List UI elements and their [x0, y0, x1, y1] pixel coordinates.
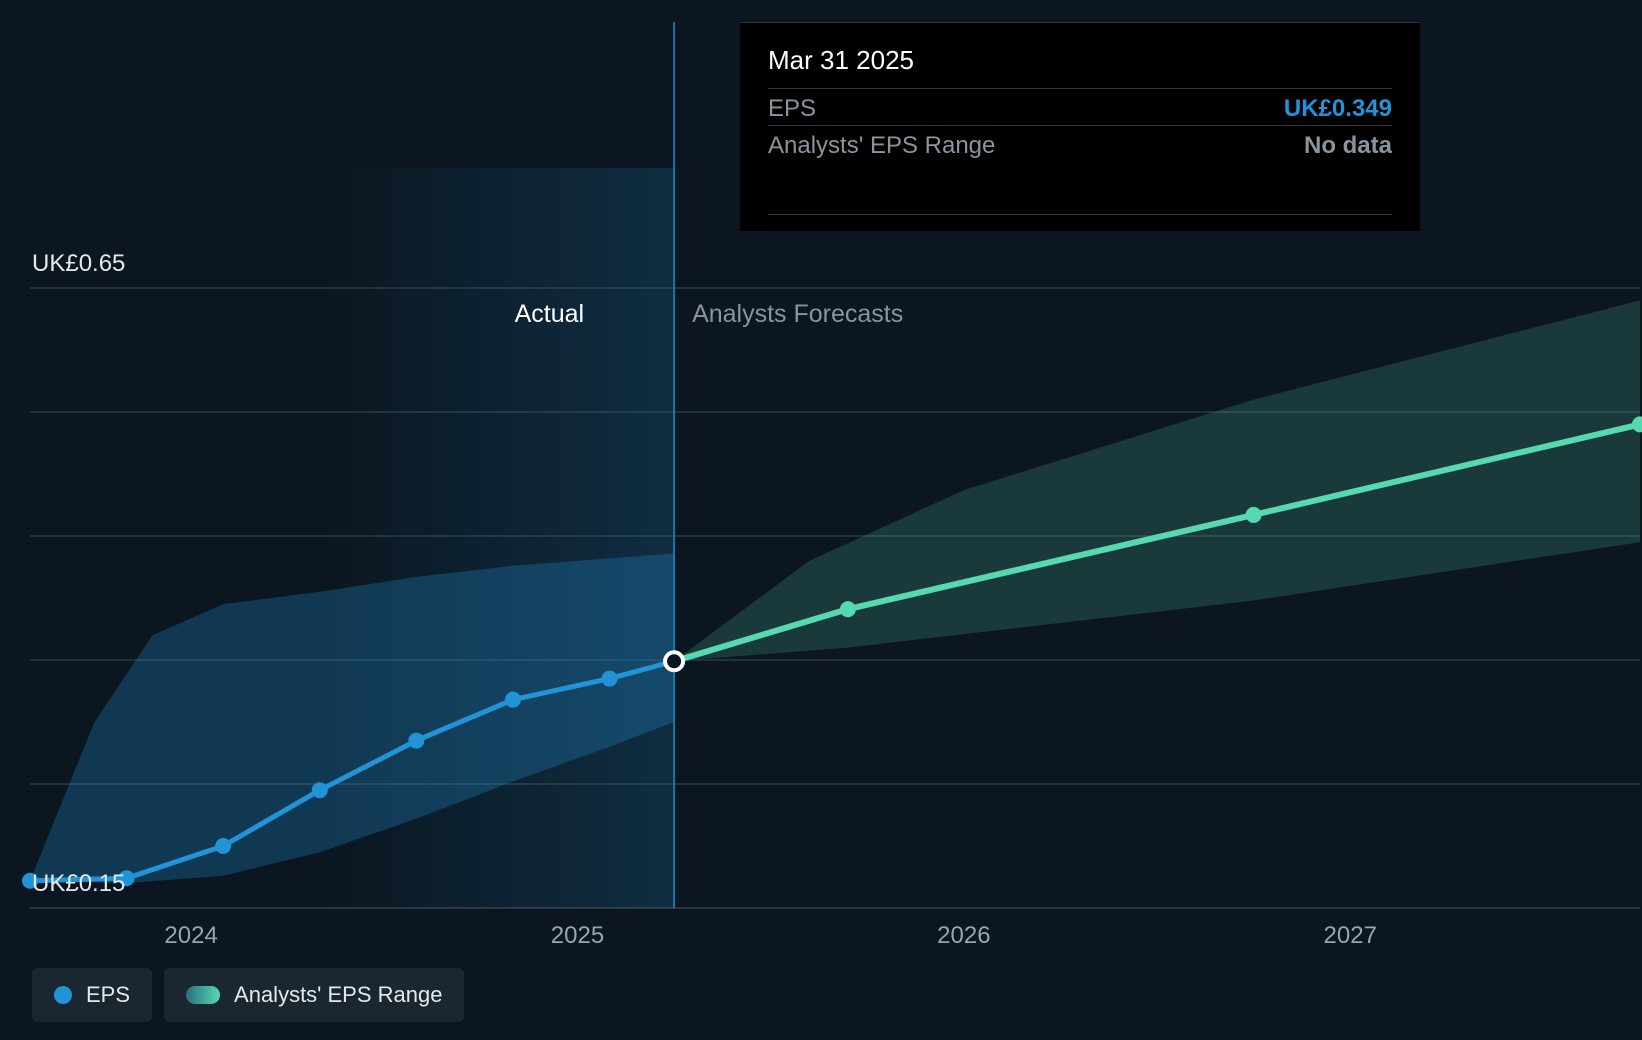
- tooltip-value: No data: [1304, 132, 1392, 160]
- legend-label: EPS: [86, 982, 130, 1008]
- current-point-marker[interactable]: [665, 652, 683, 670]
- y-axis-label: UK£0.65: [32, 250, 125, 278]
- x-axis-label: 2024: [164, 922, 217, 950]
- legend-item[interactable]: EPS: [32, 968, 152, 1022]
- actual-region-label: Actual: [515, 300, 584, 329]
- eps-forecast-chart: UK£0.65 UK£0.15 2024 2025 2026 2027 Actual A…: [0, 0, 1642, 1040]
- tooltip-key: Analysts' EPS Range: [768, 132, 995, 160]
- chart-legend: EPS Analysts' EPS Range: [32, 968, 464, 1022]
- forecast-range-area: [674, 300, 1640, 661]
- tooltip-row: Analysts' EPS Range No data: [768, 125, 1392, 162]
- legend-gradient-icon: [186, 986, 220, 1004]
- tooltip-date: Mar 31 2025: [768, 45, 1392, 88]
- x-axis-label: 2025: [551, 922, 604, 950]
- x-axis-label: 2027: [1324, 922, 1377, 950]
- legend-item[interactable]: Analysts' EPS Range: [164, 968, 464, 1022]
- tooltip-row: EPS UK£0.349: [768, 88, 1392, 125]
- forecast-region-label: Analysts Forecasts: [692, 300, 903, 329]
- tooltip-value: UK£0.349: [1284, 95, 1392, 123]
- tooltip-key: EPS: [768, 95, 816, 123]
- chart-tooltip: Mar 31 2025 EPSUK£0.349Analysts' EPS Ran…: [740, 22, 1420, 231]
- y-axis-label: UK£0.15: [32, 870, 125, 898]
- x-axis-label: 2026: [937, 922, 990, 950]
- actual-point[interactable]: [215, 838, 231, 854]
- forecast-point[interactable]: [840, 601, 856, 617]
- legend-dot-icon: [54, 986, 72, 1004]
- actual-point[interactable]: [408, 733, 424, 749]
- forecast-point[interactable]: [1246, 507, 1262, 523]
- legend-label: Analysts' EPS Range: [234, 982, 442, 1008]
- actual-point[interactable]: [505, 692, 521, 708]
- actual-point[interactable]: [602, 671, 618, 687]
- actual-point[interactable]: [312, 782, 328, 798]
